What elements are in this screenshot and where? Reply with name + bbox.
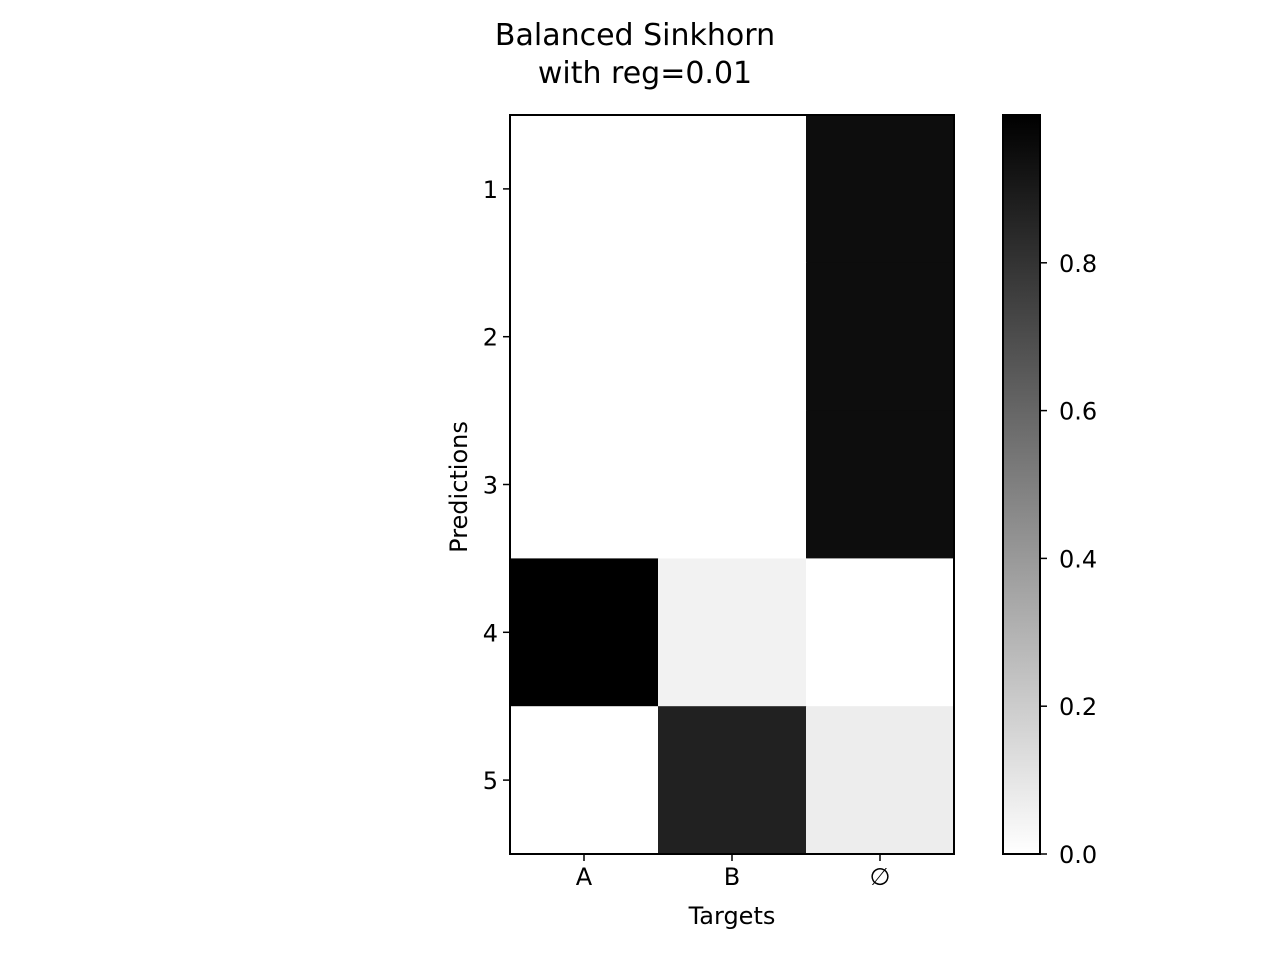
colorbar — [1002, 114, 1041, 855]
heatmap-cell-r4-c3 — [806, 558, 955, 707]
heatmap-cell-r5-c3 — [806, 706, 955, 855]
y-tick-label: 5 — [483, 767, 498, 795]
y-axis-label: Predictions — [445, 421, 473, 553]
heatmap-cell-r3-c1 — [510, 410, 659, 559]
x-tick-label: B — [724, 863, 740, 891]
x-tick-label: A — [576, 863, 593, 891]
heatmap-cell-r1-c1 — [510, 115, 659, 264]
colorbar-tick-label: 0.2 — [1059, 693, 1097, 721]
colorbar-tick-label: 0.0 — [1059, 841, 1097, 869]
colorbar-tick-label: 0.8 — [1059, 250, 1097, 278]
heatmap-cell-r1-c3 — [806, 115, 955, 264]
heatmap-cell-r3-c3 — [806, 410, 955, 559]
heatmap-cell-r2-c1 — [510, 262, 659, 412]
heatmap-cell-r2-c2 — [658, 262, 807, 412]
colorbar-tick-label: 0.4 — [1059, 545, 1097, 573]
y-axis-ticks: 1 2 3 4 5 — [483, 176, 510, 795]
y-tick-label: 3 — [483, 472, 498, 500]
y-tick-label: 1 — [483, 176, 498, 204]
heatmap-cell-r2-c3 — [806, 262, 955, 412]
y-tick-label: 2 — [483, 324, 498, 352]
heatmap-cell-r5-c1 — [510, 706, 659, 855]
heatmap-cell-r5-c2 — [658, 706, 807, 855]
heatmap-cell-r1-c2 — [658, 115, 807, 264]
colorbar-ticks: 0.0 0.2 0.4 0.6 0.8 — [1040, 250, 1097, 869]
title-line-2: with reg=0.01 — [538, 56, 752, 91]
heatmap-cells — [510, 115, 955, 855]
x-axis-label: Targets — [688, 902, 776, 930]
colorbar-tick-label: 0.6 — [1059, 398, 1097, 426]
title-line-1: Balanced Sinkhorn — [495, 18, 775, 53]
heatmap-cell-r3-c2 — [658, 410, 807, 559]
x-axis-ticks: A B ∅ — [576, 854, 891, 891]
y-tick-label: 4 — [483, 619, 498, 647]
x-tick-label: ∅ — [870, 863, 891, 891]
chart-title: Balanced Sinkhorn with reg=0.01 — [495, 18, 775, 91]
heatmap-cell-r4-c2 — [658, 558, 807, 707]
heatmap-cell-r4-c1 — [510, 558, 659, 707]
